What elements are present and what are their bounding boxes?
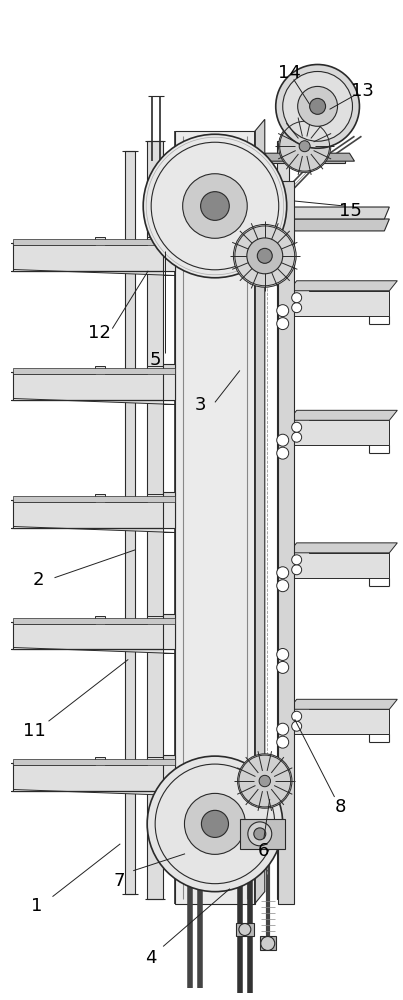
- Polygon shape: [255, 119, 265, 904]
- Polygon shape: [245, 207, 389, 219]
- Text: 3: 3: [194, 396, 206, 414]
- Polygon shape: [125, 151, 135, 894]
- Polygon shape: [270, 155, 345, 163]
- Polygon shape: [10, 372, 175, 400]
- Ellipse shape: [277, 736, 289, 748]
- Ellipse shape: [300, 141, 310, 151]
- Ellipse shape: [259, 775, 270, 787]
- Polygon shape: [236, 923, 254, 936]
- Polygon shape: [12, 368, 175, 374]
- Polygon shape: [265, 153, 355, 161]
- Ellipse shape: [278, 120, 331, 172]
- Polygon shape: [10, 364, 175, 372]
- Text: 8: 8: [335, 798, 346, 816]
- Ellipse shape: [260, 776, 270, 786]
- Ellipse shape: [259, 250, 271, 262]
- Ellipse shape: [147, 756, 283, 892]
- Polygon shape: [240, 819, 285, 849]
- Ellipse shape: [257, 248, 272, 263]
- Ellipse shape: [292, 565, 302, 575]
- Polygon shape: [289, 545, 389, 578]
- Ellipse shape: [202, 810, 229, 837]
- Polygon shape: [260, 936, 276, 950]
- Text: 1: 1: [31, 897, 42, 915]
- Polygon shape: [289, 412, 389, 445]
- Ellipse shape: [298, 86, 338, 126]
- Polygon shape: [10, 614, 175, 622]
- Ellipse shape: [310, 98, 326, 114]
- Ellipse shape: [254, 828, 266, 840]
- Text: 13: 13: [351, 82, 374, 100]
- Polygon shape: [10, 243, 175, 271]
- Ellipse shape: [277, 434, 289, 446]
- Ellipse shape: [292, 555, 302, 565]
- Polygon shape: [289, 281, 397, 291]
- Text: 11: 11: [23, 722, 46, 740]
- Ellipse shape: [283, 71, 353, 141]
- Polygon shape: [289, 699, 397, 709]
- Polygon shape: [10, 492, 175, 500]
- Text: 6: 6: [258, 842, 270, 860]
- Text: 5: 5: [150, 351, 161, 369]
- Ellipse shape: [277, 580, 289, 592]
- Ellipse shape: [277, 305, 289, 317]
- Polygon shape: [289, 543, 397, 553]
- Ellipse shape: [248, 822, 272, 846]
- Polygon shape: [12, 366, 175, 404]
- Text: 4: 4: [145, 949, 157, 967]
- Ellipse shape: [277, 723, 289, 735]
- Ellipse shape: [292, 721, 302, 731]
- Polygon shape: [12, 237, 175, 275]
- Ellipse shape: [276, 65, 359, 148]
- Polygon shape: [10, 235, 175, 243]
- Ellipse shape: [261, 936, 275, 950]
- Polygon shape: [12, 494, 175, 532]
- Text: 7: 7: [114, 872, 125, 890]
- Ellipse shape: [277, 447, 289, 459]
- Ellipse shape: [292, 293, 302, 303]
- Polygon shape: [175, 131, 255, 904]
- Polygon shape: [10, 763, 175, 791]
- Polygon shape: [289, 701, 389, 734]
- Ellipse shape: [185, 793, 245, 854]
- Text: 12: 12: [88, 324, 111, 342]
- Ellipse shape: [247, 238, 283, 274]
- Ellipse shape: [292, 432, 302, 442]
- Polygon shape: [10, 500, 175, 528]
- Ellipse shape: [183, 174, 247, 238]
- Ellipse shape: [292, 422, 302, 432]
- Polygon shape: [245, 219, 389, 231]
- Polygon shape: [289, 283, 389, 316]
- Ellipse shape: [233, 224, 296, 287]
- Ellipse shape: [277, 648, 289, 660]
- Polygon shape: [147, 141, 163, 899]
- Polygon shape: [289, 410, 397, 420]
- Ellipse shape: [239, 924, 251, 935]
- Polygon shape: [12, 239, 175, 245]
- Polygon shape: [12, 496, 175, 502]
- Ellipse shape: [292, 303, 302, 313]
- Text: 15: 15: [339, 202, 362, 220]
- Polygon shape: [12, 757, 175, 795]
- Text: 2: 2: [33, 571, 44, 589]
- Polygon shape: [10, 755, 175, 763]
- Ellipse shape: [277, 661, 289, 673]
- Polygon shape: [278, 181, 294, 904]
- Ellipse shape: [238, 754, 292, 808]
- Ellipse shape: [299, 141, 310, 152]
- Ellipse shape: [277, 567, 289, 579]
- Ellipse shape: [292, 711, 302, 721]
- Ellipse shape: [201, 192, 229, 220]
- Polygon shape: [12, 616, 175, 653]
- Polygon shape: [12, 759, 175, 765]
- Ellipse shape: [277, 318, 289, 330]
- Text: 14: 14: [278, 64, 301, 82]
- Polygon shape: [277, 141, 289, 899]
- Polygon shape: [12, 618, 175, 624]
- Polygon shape: [10, 622, 175, 649]
- Ellipse shape: [143, 134, 287, 278]
